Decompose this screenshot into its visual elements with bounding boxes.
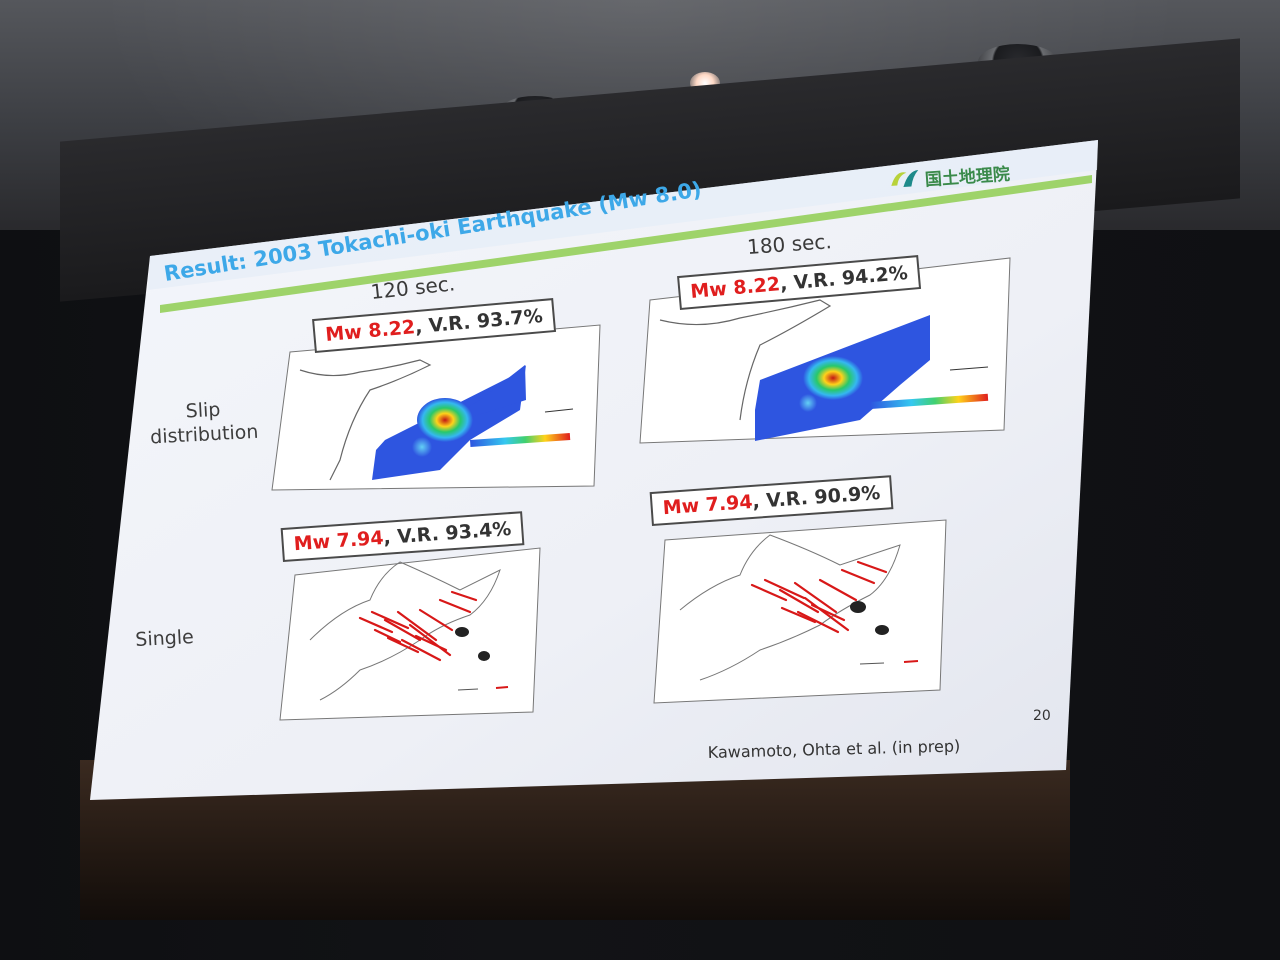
panel-label-slip-120s: Mw 8.22, V.R. 93.7% bbox=[312, 298, 557, 353]
vr-value: , V.R. 93.7% bbox=[414, 305, 544, 339]
mw-value: Mw 8.22 bbox=[689, 273, 782, 303]
vr-value: , V.R. 90.9% bbox=[751, 482, 882, 513]
panel-label-slip-180s: Mw 8.22, V.R. 94.2% bbox=[677, 255, 922, 310]
row-label-slip-distribution: Slip distribution bbox=[149, 398, 259, 449]
mw-value: Mw 8.22 bbox=[324, 316, 417, 346]
vr-value: , V.R. 93.4% bbox=[382, 518, 513, 549]
vector-map-120s bbox=[279, 547, 541, 721]
panel-label-single-120s: Mw 7.94, V.R. 93.4% bbox=[280, 511, 525, 562]
panel-label-single-180s: Mw 7.94, V.R. 90.9% bbox=[649, 475, 894, 526]
slide-title: Result: 2003 Tokachi-oki Earthquake (Mw … bbox=[162, 177, 704, 286]
page-number: 20 bbox=[1033, 708, 1051, 724]
slip-map-120s bbox=[271, 324, 601, 491]
vector-map-180s bbox=[653, 519, 947, 704]
column-label-180s: 180 sec. bbox=[746, 229, 833, 259]
gsi-logo-text: 国土地理院 bbox=[924, 164, 1011, 191]
column-label-120s: 120 sec. bbox=[369, 271, 457, 304]
mw-value: Mw 7.94 bbox=[662, 490, 754, 520]
mw-value: Mw 7.94 bbox=[293, 526, 385, 556]
row-label-single: Single bbox=[134, 625, 195, 652]
gsi-logo-icon bbox=[891, 169, 919, 188]
citation: Kawamoto, Ohta et al. (in prep) bbox=[707, 736, 961, 762]
gsi-logo: 国土地理院 bbox=[888, 148, 1086, 196]
vr-value: , V.R. 94.2% bbox=[779, 262, 909, 296]
